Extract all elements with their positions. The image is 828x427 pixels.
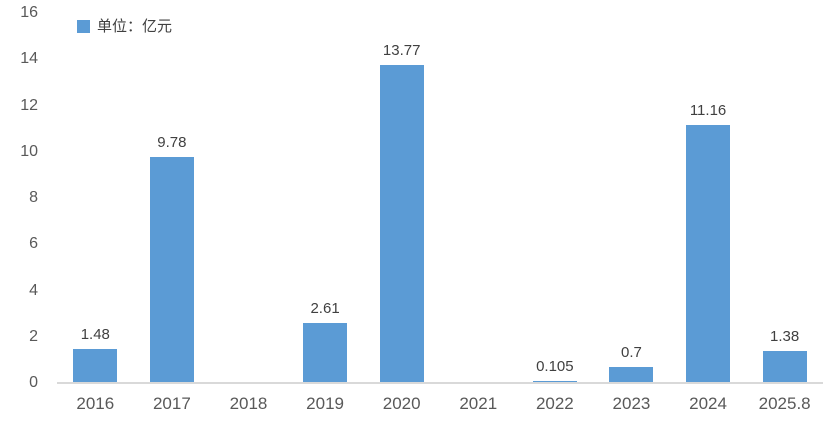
bar-column: 9.78 bbox=[134, 13, 211, 383]
x-tick-label: 2019 bbox=[306, 394, 344, 413]
x-tick-label: 2021 bbox=[459, 394, 498, 413]
bar bbox=[609, 366, 654, 383]
bar bbox=[73, 348, 118, 383]
x-tick-label: 2018 bbox=[229, 394, 268, 413]
bar-value-label: 2.61 bbox=[310, 299, 340, 317]
bar-column: 11.16 bbox=[670, 13, 747, 383]
bar-value-label: 11.16 bbox=[689, 101, 727, 119]
bar-column bbox=[440, 13, 517, 383]
y-tick-label: 0 bbox=[29, 374, 38, 391]
bar bbox=[303, 322, 348, 383]
bar bbox=[532, 380, 577, 383]
bar-column: 0.105 bbox=[517, 13, 594, 383]
x-tick-label: 2016 bbox=[76, 394, 115, 413]
bar bbox=[149, 156, 194, 383]
bar-value-label: 9.78 bbox=[157, 133, 187, 151]
bar-value-label: 1.38 bbox=[770, 328, 800, 346]
bar-column: 13.77 bbox=[363, 13, 440, 383]
x-tick-label: 2017 bbox=[152, 394, 191, 413]
bar-column: 2.61 bbox=[287, 13, 364, 383]
bar-column: 1.38 bbox=[746, 13, 823, 383]
plot-area: 1.48 9.78 2.61 13.77 0.105 0.7 11.16 1.38 bbox=[57, 13, 823, 384]
bar-column: 1.48 bbox=[57, 13, 134, 383]
y-tick-label: 4 bbox=[29, 281, 38, 299]
y-tick-label: 10 bbox=[20, 142, 38, 160]
y-tick-label: 8 bbox=[29, 189, 38, 206]
bars: 1.48 9.78 2.61 13.77 0.105 0.7 11.16 1.38 bbox=[57, 13, 823, 383]
x-tick-label: 2023 bbox=[612, 394, 651, 413]
legend-swatch-icon bbox=[77, 20, 90, 33]
x-axis: 2016 2017 2018 2019 2020 2021 2022 2023 2024 2025… bbox=[57, 395, 823, 412]
bar-value-label: 13.77 bbox=[382, 41, 421, 59]
bar-column bbox=[210, 13, 287, 383]
bar-value-label: 0.7 bbox=[621, 343, 642, 361]
legend-label: 单位：亿元 bbox=[97, 18, 173, 35]
y-tick-label: 2 bbox=[29, 327, 38, 345]
bar-value-label: 1.48 bbox=[80, 325, 110, 343]
legend: 单位：亿元 bbox=[77, 19, 172, 34]
bar-value-label: 0.105 bbox=[536, 357, 574, 375]
y-tick-label: 6 bbox=[29, 235, 38, 253]
y-tick-label: 14 bbox=[20, 50, 38, 68]
x-tick-label: 2024 bbox=[689, 394, 727, 413]
y-tick-label: 12 bbox=[20, 96, 38, 114]
x-tick-label: 2025.8 bbox=[758, 394, 811, 413]
x-tick-label: 2022 bbox=[535, 394, 574, 413]
bar-column: 0.7 bbox=[593, 13, 670, 383]
bar bbox=[379, 64, 424, 383]
y-tick-label: 16 bbox=[20, 4, 38, 21]
y-axis: 0 2 4 6 8 10 12 14 16 bbox=[0, 5, 40, 391]
bar bbox=[686, 124, 731, 383]
bar bbox=[762, 351, 807, 383]
x-tick-label: 2020 bbox=[382, 394, 421, 413]
x-axis-line bbox=[57, 382, 823, 384]
